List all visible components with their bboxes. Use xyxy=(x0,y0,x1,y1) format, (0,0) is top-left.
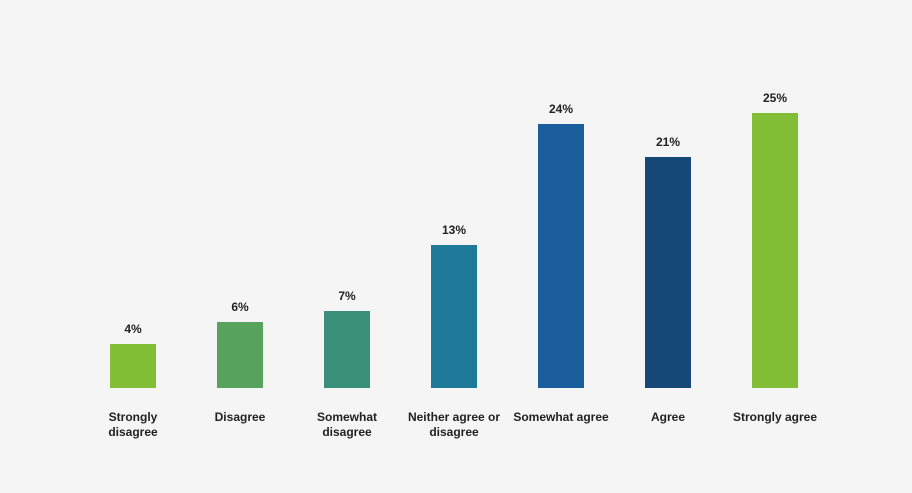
x-tick-label: Strongly disagree xyxy=(108,410,158,439)
x-tick-label: Somewhat disagree xyxy=(316,410,377,439)
bar xyxy=(324,311,370,388)
x-tick-label: Somewhat agree xyxy=(513,410,609,424)
value-label: 4% xyxy=(124,322,142,336)
bar xyxy=(538,124,584,388)
value-label: 6% xyxy=(231,300,249,314)
value-label: 25% xyxy=(762,91,788,105)
bar xyxy=(431,245,477,388)
bar xyxy=(217,322,263,388)
bar xyxy=(110,344,156,388)
x-tick-label: Agree xyxy=(650,410,685,424)
bar xyxy=(645,157,691,388)
value-label: 7% xyxy=(338,289,356,303)
x-tick-label: Strongly agree xyxy=(732,410,818,424)
value-label: 21% xyxy=(655,135,681,149)
bar xyxy=(752,113,798,388)
value-label: 13% xyxy=(441,223,467,237)
x-tick-label: Disagree xyxy=(214,410,266,424)
value-label: 24% xyxy=(548,102,574,116)
x-tick-label: Neither agree or disagree xyxy=(407,410,501,439)
